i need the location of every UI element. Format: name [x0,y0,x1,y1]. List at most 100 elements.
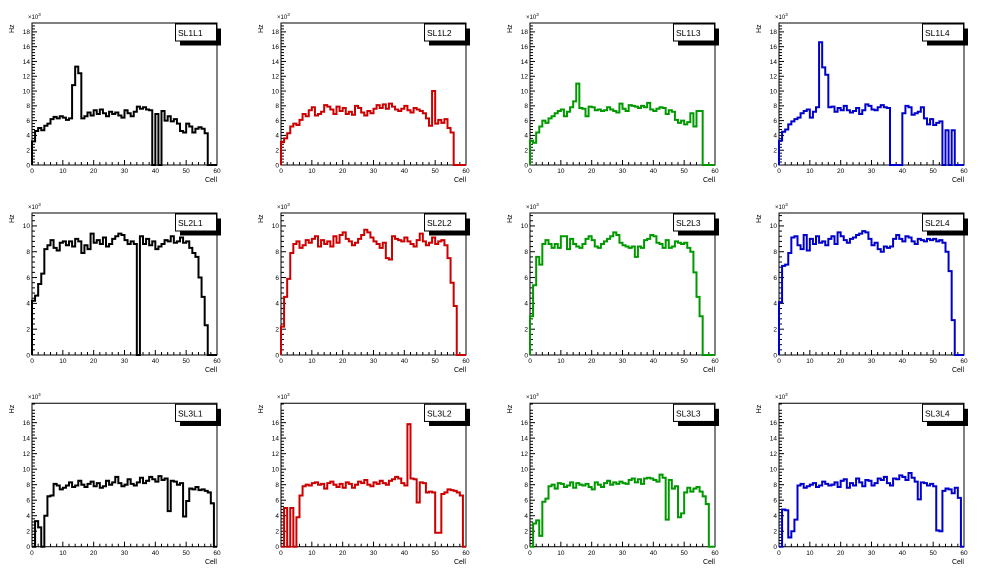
y-tick-label: 6 [275,275,279,282]
x-axis-title: Cell [952,559,964,566]
plot-sl2l4[interactable]: 0 10 20 30 40 50 60 0 2 4 6 8 10 Hz ×103 Cell SL2L4 [747,190,996,380]
x-axis: 0 10 20 30 40 50 60 [528,541,719,557]
histogram-line [280,90,466,166]
y-axis: 0 2 4 6 8 10 [23,215,37,359]
plot-title: SL3L1 [178,408,203,418]
y-tick-label: 12 [521,451,529,458]
x-axis-title: Cell [205,559,217,566]
y-tick-label: 0 [275,544,279,551]
plot-canvas: 0 10 20 30 40 50 60 0 2 4 6 8 10 12 14 16 Hz ×103 Cell SL3L… [258,392,470,566]
x-tick-label: 40 [899,550,907,557]
x-tick-label: 0 [528,358,532,365]
x-tick-label: 10 [806,168,814,175]
x-tick-label: 60 [213,550,221,557]
y-tick-label: 8 [773,482,777,489]
plot-title: SL2L4 [925,218,950,228]
title-box-frame [175,23,217,42]
y-tick-label: 16 [770,44,778,51]
y-tick-label: 4 [524,133,528,140]
x-tick-label: 10 [59,358,67,365]
plot-sl2l3[interactable]: 0 10 20 30 40 50 60 0 2 4 6 8 10 Hz ×103 Cell SL2L3 [498,190,747,380]
title-box: SL1L2 [424,23,470,46]
x-tick-label: 10 [806,550,814,557]
plot-sl1l4[interactable]: 0 10 20 30 40 50 60 0 2 4 6 8 10 12 14 16 18 Hz ×103 Cell SL… [747,0,996,190]
x-tick-label: 50 [681,358,689,365]
histogram-line [281,423,466,548]
plot-title: SL3L3 [676,408,701,418]
y-axis-title: Hz [507,214,514,223]
histogram-line [779,472,964,548]
x-axis: 0 10 20 30 40 50 60 [528,160,719,175]
x-tick-label: 50 [432,168,440,175]
x-tick-label: 30 [619,550,627,557]
y-tick-label: 14 [521,435,529,442]
title-box-frame [673,23,715,42]
y-tick-label: 2 [773,148,777,155]
y-tick-label: 0 [773,544,777,551]
y-tick-label: 0 [524,352,528,359]
x-tick-label: 30 [370,358,378,365]
y-tick-label: 4 [773,133,777,140]
y-axis-title: Hz [756,24,763,33]
x-tick-label: 50 [183,168,191,175]
plot-sl2l2[interactable]: 0 10 20 30 40 50 60 0 2 4 6 8 10 Hz ×103 Cell SL2L2 [249,190,498,380]
plot-sl1l3[interactable]: 0 10 20 30 40 50 60 0 2 4 6 8 10 12 14 16 18 Hz ×103 Cell SL… [498,0,747,190]
y-axis: 0 2 4 6 8 10 12 14 16 [23,403,37,551]
plot-sl3l3[interactable]: 0 10 20 30 40 50 60 0 2 4 6 8 10 12 14 16 Hz ×103 Cell SL3L… [498,380,747,572]
y-axis-scale-label: ×103 [775,12,788,21]
plot-sl2l1[interactable]: 0 10 20 30 40 50 60 0 2 4 6 8 10 Hz ×103 Cell SL2L1 [0,190,249,380]
plot-sl3l1[interactable]: 0 10 20 30 40 50 60 0 2 4 6 8 10 12 14 16 Hz ×103 Cell SL3L… [0,380,249,572]
plot-title: SL1L1 [178,28,203,38]
title-box: SL1L3 [673,23,719,46]
x-axis-title: Cell [952,177,965,184]
y-tick-label: 2 [773,529,777,536]
plot-sl3l2[interactable]: 0 10 20 30 40 50 60 0 2 4 6 8 10 12 14 16 Hz ×103 Cell SL3L… [249,380,498,572]
x-tick-label: 40 [152,168,160,175]
y-tick-label: 4 [524,513,528,520]
x-tick-label: 30 [121,168,129,175]
y-tick-label: 16 [23,44,31,51]
y-tick-label: 0 [773,162,777,169]
x-tick-label: 50 [432,550,440,557]
y-tick-label: 4 [26,133,30,140]
y-axis-title: Hz [9,24,16,33]
y-tick-label: 12 [272,451,280,458]
x-tick-label: 20 [588,358,596,365]
y-tick-label: 8 [275,249,279,256]
x-tick-label: 0 [777,550,781,557]
plot-sl3l4[interactable]: 0 10 20 30 40 50 60 0 2 4 6 8 10 12 14 16 Hz ×103 Cell SL3L… [747,380,996,572]
title-box-frame [922,23,964,42]
y-tick-label: 10 [521,466,529,473]
y-axis-title: Hz [756,214,763,223]
y-tick-label: 0 [26,544,30,551]
plot-sl1l2[interactable]: 0 10 20 30 40 50 60 0 2 4 6 8 10 12 14 16 18 Hz ×103 Cell SL… [249,0,498,190]
y-axis-scale-label: ×103 [775,202,788,211]
x-tick-label: 10 [806,358,814,365]
plot-canvas: 0 10 20 30 40 50 60 0 2 4 6 8 10 Hz ×103 Cell SL2L1 [9,202,221,374]
y-tick-label: 2 [524,529,528,536]
y-tick-label: 12 [521,74,529,81]
x-tick-label: 60 [213,168,221,175]
x-tick-label: 20 [588,550,596,557]
y-axis-scale-label: ×103 [277,12,290,21]
histogram-line [529,231,715,356]
y-axis-scale-label: ×103 [526,392,539,401]
y-tick-label: 10 [272,466,280,473]
y-tick-label: 6 [773,498,777,505]
y-tick-label: 0 [275,352,279,359]
x-tick-label: 10 [308,168,316,175]
plot-sl1l1[interactable]: 0 10 20 30 40 50 60 0 2 4 6 8 10 12 14 16 18 Hz ×103 Cell SL… [0,0,249,190]
y-axis: 0 2 4 6 8 10 [521,215,535,359]
x-axis: 0 10 20 30 40 50 60 [30,160,221,175]
plot-title: SL2L3 [676,218,701,228]
y-tick-label: 16 [23,420,31,427]
y-tick-label: 8 [773,249,777,256]
x-axis-title: Cell [205,177,218,184]
x-axis-title: Cell [703,559,715,566]
plot-canvas: 0 10 20 30 40 50 60 0 2 4 6 8 10 Hz ×103 Cell SL2L3 [507,202,719,374]
y-tick-label: 14 [770,59,778,66]
x-tick-label: 30 [121,550,129,557]
x-tick-label: 40 [401,358,409,365]
title-box-frame [673,213,715,232]
y-tick-label: 4 [275,513,279,520]
